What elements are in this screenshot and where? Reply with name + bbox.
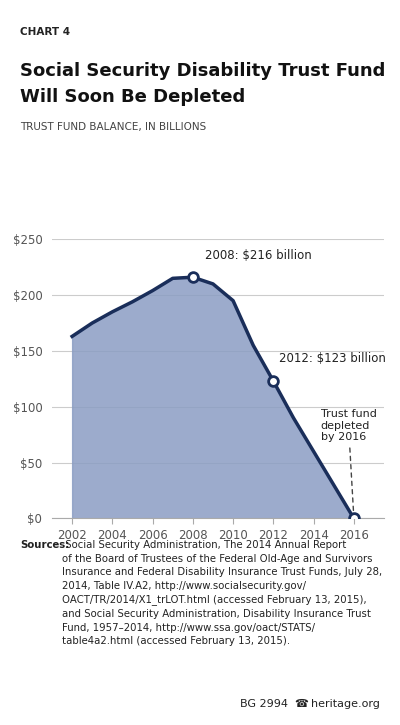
- Text: 2012: $123 billion: 2012: $123 billion: [279, 352, 386, 365]
- Text: 2008: $216 billion: 2008: $216 billion: [205, 249, 312, 262]
- Text: Will Soon Be Depleted: Will Soon Be Depleted: [20, 88, 245, 107]
- Text: Sources:: Sources:: [20, 540, 69, 550]
- Text: heritage.org: heritage.org: [311, 699, 380, 709]
- Text: BG 2994  ☎: BG 2994 ☎: [240, 699, 309, 709]
- Text: Trust fund
depleted
by 2016: Trust fund depleted by 2016: [321, 409, 376, 515]
- Text: Social Security Disability Trust Fund: Social Security Disability Trust Fund: [20, 62, 385, 80]
- Text: CHART 4: CHART 4: [20, 27, 70, 37]
- Text: TRUST FUND BALANCE, IN BILLIONS: TRUST FUND BALANCE, IN BILLIONS: [20, 122, 206, 132]
- Text: Social Security Administration, The 2014 Annual Report
of the Board of Trustees : Social Security Administration, The 2014…: [62, 540, 382, 646]
